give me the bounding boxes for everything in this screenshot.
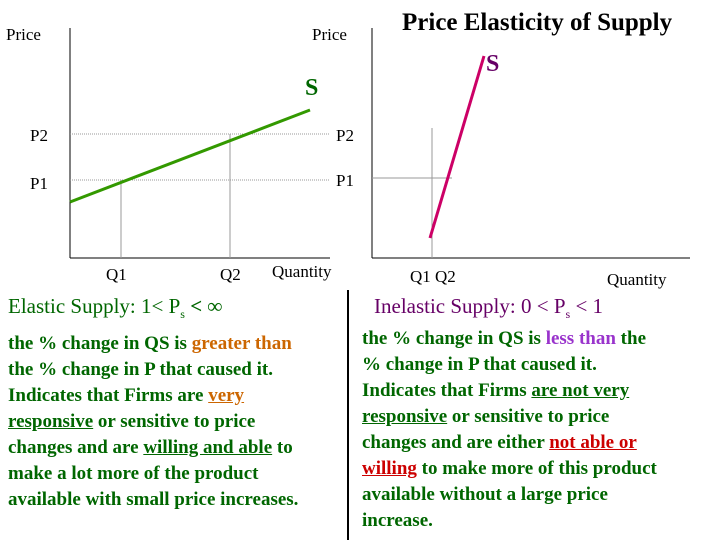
inelastic-line-6: willing to make more of this product bbox=[362, 456, 657, 482]
elastic-line-5-end: to bbox=[272, 437, 293, 458]
p1-label-right: P1 bbox=[336, 171, 354, 190]
inelastic-heading-suffix: < 1 bbox=[570, 294, 604, 318]
elastic-line-6: make a lot more of the product bbox=[8, 463, 259, 484]
willing-and-able-underlined: willing and able bbox=[143, 437, 273, 458]
elastic-line-7: available with small price increases. bbox=[8, 489, 299, 510]
page-title: Price Elasticity of Supply bbox=[402, 9, 673, 36]
inelastic-responsive-underlined: responsive bbox=[362, 406, 448, 427]
elastic-line-5-text: changes and are bbox=[8, 437, 144, 458]
p2-label-right: P2 bbox=[336, 126, 354, 145]
inelastic-heading-subscript: s bbox=[565, 307, 571, 322]
elastic-line-5: changes and are willing and able to bbox=[8, 435, 298, 461]
inelastic-line-7: available without a large price bbox=[362, 484, 608, 505]
inelastic-line-1-end: the bbox=[615, 328, 646, 349]
inelastic-supply-curve bbox=[428, 55, 486, 239]
inelastic-line-3: Indicates that Firms are not very bbox=[362, 378, 657, 404]
inelastic-line-4: responsive or sensitive to price bbox=[362, 404, 657, 430]
elastic-line-4: responsive or sensitive to price bbox=[8, 409, 298, 435]
responsive-underlined: responsive bbox=[8, 411, 94, 432]
elastic-line-2: the % change in P that caused it. bbox=[8, 359, 273, 380]
elastic-description: the % change in QS is greater than the %… bbox=[8, 331, 298, 513]
inelastic-supply-heading: Inelastic Supply: 0 < Ps < 1 bbox=[374, 294, 604, 322]
right-quantity-labels: Q1 Q2 bbox=[410, 267, 456, 286]
elastic-supply-heading: Elastic Supply: 1< Ps < ∞ bbox=[8, 294, 223, 322]
inelastic-curve-label: S bbox=[486, 51, 500, 77]
left-y-axis-label: Price bbox=[6, 25, 41, 44]
elastic-curve-label: S bbox=[305, 75, 319, 101]
greater-than-highlight: greater than bbox=[191, 333, 292, 354]
very-highlight: very bbox=[208, 385, 245, 406]
inelastic-line-5-text: changes and are either bbox=[362, 432, 550, 453]
elastic-heading-subscript: s bbox=[180, 307, 185, 322]
p2-label-left: P2 bbox=[30, 126, 48, 145]
left-price-label-right: Price bbox=[312, 25, 347, 44]
q2-label: Q2 bbox=[220, 265, 241, 284]
inelastic-description: the % change in QS is less than the % ch… bbox=[362, 326, 657, 534]
elastic-heading-suffix: < ∞ bbox=[184, 294, 223, 318]
elastic-heading-prefix: Elastic Supply: 1< P bbox=[8, 294, 181, 318]
inelastic-line-6-text: to make more of this product bbox=[416, 458, 657, 479]
elastic-line-1-text: the % change in QS is bbox=[8, 333, 192, 354]
elastic-supply-curve bbox=[69, 108, 311, 204]
inelastic-line-1-text: the % change in QS is bbox=[362, 328, 546, 349]
elastic-line-4-text: or sensitive to price bbox=[93, 411, 256, 432]
inelastic-heading-prefix: Inelastic Supply: 0 < P bbox=[374, 294, 566, 318]
inelastic-line-4-text: or sensitive to price bbox=[447, 406, 610, 427]
willing-highlight: willing bbox=[362, 458, 417, 479]
elastic-line-1: the % change in QS is greater than bbox=[8, 331, 298, 357]
inelastic-line-1: the % change in QS is less than the bbox=[362, 326, 657, 352]
q1-label: Q1 bbox=[106, 265, 127, 284]
inelastic-line-2: % change in P that caused it. bbox=[362, 354, 597, 375]
not-able-or-highlight: not able or bbox=[549, 432, 637, 453]
inelastic-line-5: changes and are either not able or bbox=[362, 430, 657, 456]
inelastic-line-3-text: Indicates that Firms bbox=[362, 380, 532, 401]
inelastic-line-8: increase. bbox=[362, 510, 433, 531]
right-x-axis-label: Quantity bbox=[607, 270, 667, 289]
less-than-highlight: less than bbox=[545, 328, 616, 349]
elastic-line-3-text: Indicates that Firms are bbox=[8, 385, 209, 406]
are-not-very-underlined: are not very bbox=[531, 380, 630, 401]
left-x-axis-label: Quantity bbox=[272, 262, 332, 281]
elastic-line-3: Indicates that Firms are very bbox=[8, 383, 298, 409]
p1-label-left: P1 bbox=[30, 174, 48, 193]
